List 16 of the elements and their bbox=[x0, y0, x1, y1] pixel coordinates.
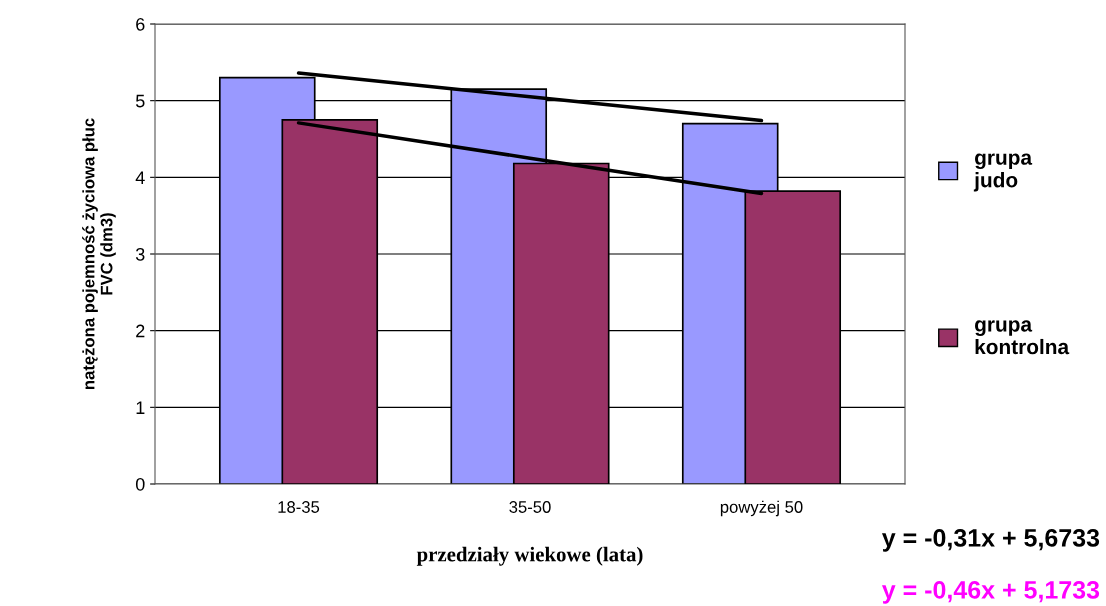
x-tick-label: powyżej 50 bbox=[720, 500, 803, 517]
y-tick-label: 2 bbox=[136, 324, 145, 338]
x-tick-label: 18-35 bbox=[278, 501, 320, 513]
text: y = -0,46x + 5,1733 bbox=[881, 581, 1100, 604]
y-axis-title: natężona pojemność życiowa płuc FVC (dm3) bbox=[82, 118, 116, 390]
y-tick-label: 1 bbox=[136, 401, 145, 414]
text: y = -0,31x + 5,6733 bbox=[881, 529, 1100, 552]
y-tick-label: 6 bbox=[136, 17, 145, 31]
legend-label: grupa kontrolna bbox=[975, 320, 1070, 355]
y-tick-label: 5 bbox=[135, 94, 145, 108]
legend-label: grupa judo bbox=[973, 153, 1033, 192]
y-tick-label: 0 bbox=[135, 477, 145, 491]
x-tick-label: 35-50 bbox=[509, 501, 551, 513]
y-tick-label: 3 bbox=[135, 247, 145, 261]
y-tick-label: 4 bbox=[135, 171, 145, 184]
x-axis-title: przedziały wiekowe (lata) bbox=[416, 546, 643, 566]
